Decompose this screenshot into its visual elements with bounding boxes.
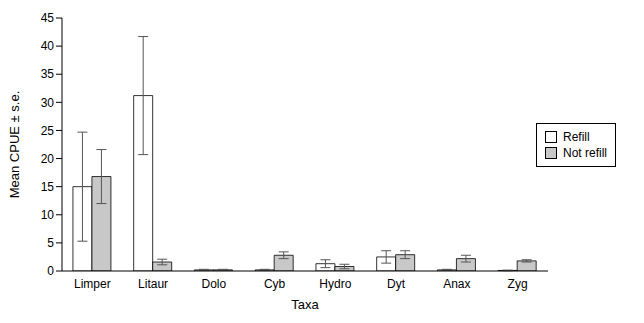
svg-text:Limper: Limper <box>74 277 111 291</box>
svg-text:20: 20 <box>41 152 55 166</box>
svg-text:30: 30 <box>41 96 55 110</box>
svg-text:25: 25 <box>41 124 55 138</box>
svg-text:Hydro: Hydro <box>319 277 351 291</box>
svg-text:40: 40 <box>41 39 55 53</box>
svg-text:Cyb: Cyb <box>264 277 286 291</box>
svg-text:Litaur: Litaur <box>138 277 168 291</box>
svg-text:0: 0 <box>47 264 54 278</box>
svg-text:5: 5 <box>47 236 54 250</box>
svg-text:15: 15 <box>41 180 55 194</box>
svg-text:Dolo: Dolo <box>202 277 227 291</box>
svg-text:Mean CPUE ± s.e.: Mean CPUE ± s.e. <box>8 91 22 199</box>
svg-text:Dyt: Dyt <box>387 277 406 291</box>
svg-text:35: 35 <box>41 67 55 81</box>
svg-text:45: 45 <box>41 11 55 25</box>
html-text:Refill: Refill <box>563 130 590 144</box>
svg-text:10: 10 <box>41 208 55 222</box>
svg-text:Taxa: Taxa <box>291 297 319 312</box>
html-text:Not refill: Not refill <box>563 146 607 160</box>
svg-text:Zyg: Zyg <box>508 277 528 291</box>
svg-text:Anax: Anax <box>443 277 470 291</box>
